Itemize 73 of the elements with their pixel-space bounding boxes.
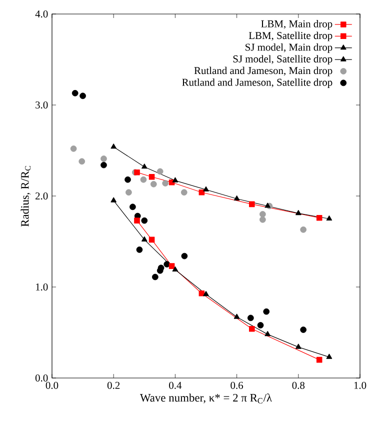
point — [110, 144, 116, 149]
point — [257, 322, 264, 328]
point — [300, 226, 307, 233]
point — [249, 201, 255, 208]
x-tick-label: 0.2 — [107, 382, 120, 389]
point — [168, 263, 175, 269]
point — [142, 164, 148, 169]
point — [164, 261, 170, 268]
point — [296, 210, 302, 216]
y-tick-label: 4.0 — [35, 10, 48, 18]
point — [259, 211, 266, 218]
point — [326, 215, 332, 221]
point — [80, 92, 86, 100]
point — [70, 145, 77, 152]
point — [264, 331, 270, 336]
point — [247, 314, 254, 322]
point — [263, 308, 270, 315]
y-tick-label: 2.0 — [36, 192, 48, 200]
point — [100, 162, 107, 168]
point — [140, 176, 147, 183]
legend-label: Rutland and Jameson, Main drop — [194, 66, 332, 76]
point — [198, 290, 205, 296]
point — [203, 290, 209, 296]
point — [234, 195, 240, 201]
point — [316, 356, 322, 363]
point — [180, 189, 188, 196]
y-tick-label: 0.0 — [35, 374, 48, 382]
point — [172, 177, 178, 182]
point — [148, 236, 155, 243]
point — [172, 266, 178, 272]
point — [110, 197, 116, 202]
point — [249, 326, 255, 332]
y-tick-label: 1.0 — [36, 283, 48, 291]
point — [72, 90, 78, 96]
x-tick-label: 0.4 — [169, 382, 182, 389]
point — [78, 158, 86, 165]
legend-label: Rutland and Jameson, Satellite drop — [182, 78, 332, 88]
point — [100, 156, 107, 162]
point — [259, 216, 266, 223]
legend-label: LBM, Main drop — [261, 20, 332, 30]
point — [181, 252, 188, 260]
point — [152, 274, 158, 280]
point — [141, 217, 148, 224]
point — [126, 189, 132, 196]
legend-label: SJ model, Main drop — [246, 43, 332, 53]
point — [300, 326, 307, 333]
point — [134, 169, 140, 176]
point — [142, 236, 148, 242]
point — [136, 246, 143, 253]
x-tick-label: 0.0 — [46, 382, 58, 389]
x-tick-label: 0.8 — [292, 382, 305, 389]
x-tick-label: 0.6 — [230, 382, 244, 389]
point — [234, 314, 240, 319]
point — [198, 189, 205, 196]
point — [148, 174, 155, 180]
x-tick-label: 1.0 — [354, 382, 366, 389]
legend-label: SJ model, Satellite drop — [233, 55, 332, 65]
point — [124, 176, 131, 183]
legend-label: LBM, Satellite drop — [248, 32, 332, 42]
point — [156, 168, 164, 175]
point — [296, 344, 302, 349]
x-axis-title: Wave number, κ* = 2 π R$_{C}$/λ — [140, 393, 272, 404]
point — [130, 204, 136, 210]
point — [158, 264, 164, 272]
point — [203, 186, 209, 192]
point — [326, 354, 332, 359]
point — [264, 202, 270, 208]
y-tick-label: 3.0 — [36, 101, 48, 109]
y-axis-title: Radius, R/R$_{C}$ — [20, 166, 31, 227]
point — [134, 218, 140, 224]
point — [316, 214, 322, 221]
point — [162, 180, 169, 186]
point — [150, 180, 157, 188]
